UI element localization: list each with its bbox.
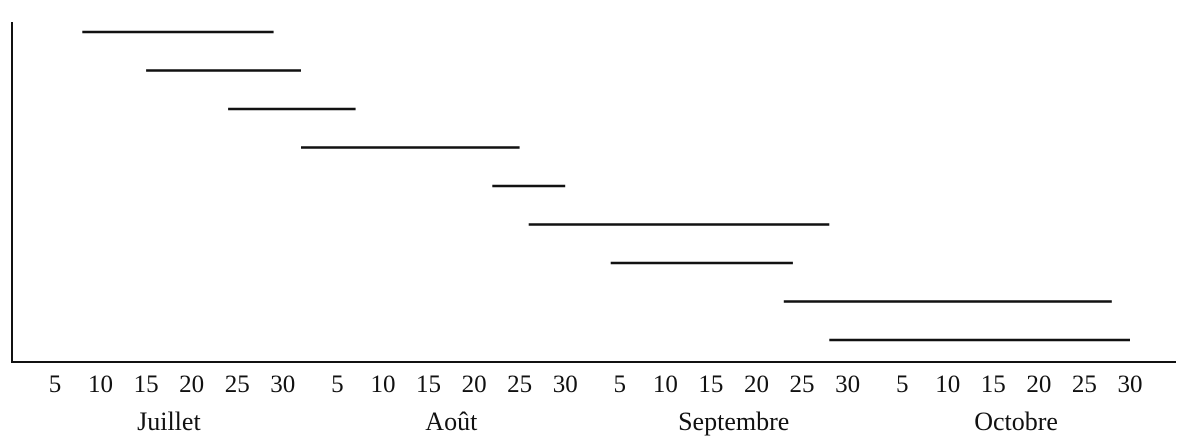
x-tick-label: 25 — [790, 371, 815, 398]
x-tick-label: 30 — [553, 371, 578, 398]
x-tick-label: 15 — [698, 371, 723, 398]
x-tick-label: 20 — [462, 371, 487, 398]
x-tick-label: 5 — [331, 371, 344, 398]
x-tick-labels: 5 10 15 20 25 30 5 10 15 20 25 30 5 10 15 20 25 30 5 10 15 20… — [49, 371, 1143, 398]
x-tick-label: 10 — [371, 371, 396, 398]
x-tick-label: 10 — [935, 371, 960, 398]
x-tick-label: 20 — [1026, 371, 1051, 398]
x-tick-label: 25 — [225, 371, 250, 398]
x-tick-label: 10 — [88, 371, 113, 398]
bars-layer — [82, 30, 1130, 342]
x-tick-label: 15 — [134, 371, 159, 398]
x-tick-label: 30 — [270, 371, 295, 398]
x-tick-label: 5 — [49, 371, 62, 398]
month-label: Octobre — [974, 407, 1058, 436]
x-tick-label: 10 — [653, 371, 678, 398]
x-tick-label: 20 — [744, 371, 769, 398]
x-tick-label: 30 — [1118, 371, 1143, 398]
x-tick-label: 25 — [507, 371, 532, 398]
x-tick-label: 30 — [835, 371, 860, 398]
x-tick-label: 20 — [179, 371, 204, 398]
month-label: Juillet — [137, 407, 201, 436]
month-labels: Juillet Août Septembre Octobre — [137, 407, 1058, 436]
x-tick-label: 5 — [614, 371, 627, 398]
x-tick-label: 15 — [981, 371, 1006, 398]
x-tick-label: 25 — [1072, 371, 1097, 398]
month-label: Septembre — [678, 407, 789, 436]
x-tick-label: 5 — [896, 371, 909, 398]
month-label: Août — [425, 407, 478, 436]
x-tick-label: 15 — [416, 371, 441, 398]
